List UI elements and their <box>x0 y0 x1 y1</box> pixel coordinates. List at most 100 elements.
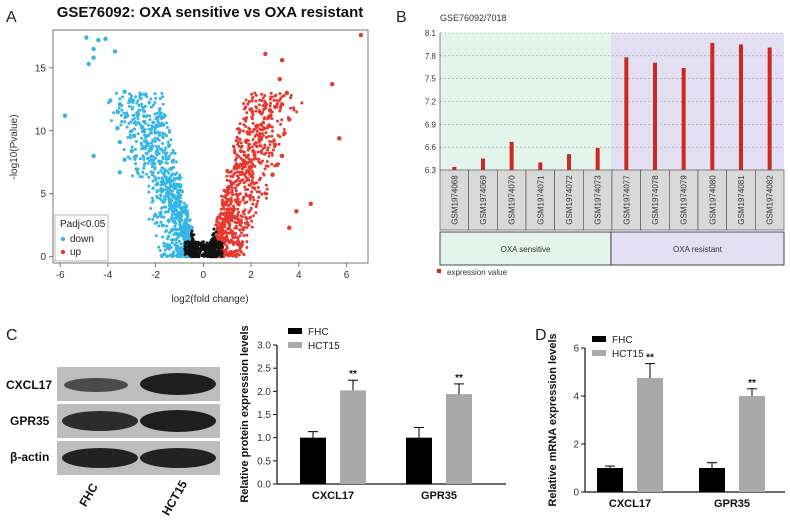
mrna-legend-fhc: FHC <box>612 335 633 346</box>
western-blot: CXCL17 GPR35 β-actin FHC HCT15 <box>6 367 220 518</box>
protein-bar-hct15 <box>446 394 472 484</box>
volcano-cloud-point <box>279 106 283 110</box>
volcano-cloud-point <box>150 165 154 169</box>
volcano-cloud-point <box>172 194 176 198</box>
volcano-cloud-point <box>190 230 194 234</box>
volcano-cloud-point <box>240 227 244 231</box>
expression-bar <box>681 68 686 170</box>
mrna-bar-hct15 <box>739 396 765 492</box>
sample-label-cell <box>726 169 756 231</box>
volcano-cloud-point <box>159 210 163 214</box>
volcano-y-tick-label: 15 <box>35 63 47 74</box>
volcano-cloud-point <box>263 191 267 195</box>
mrna-bars: ** ** <box>597 353 765 492</box>
volcano-cloud-point <box>170 151 174 155</box>
volcano-point-up <box>287 225 292 230</box>
volcano-cloud-point <box>243 139 247 143</box>
sample-label: GSM1974081 <box>737 175 746 225</box>
volcano-cloud-point <box>125 125 129 129</box>
volcano-ns-point <box>190 253 194 257</box>
volcano-cloud-point <box>132 155 136 159</box>
volcano-cloud-point <box>165 210 169 214</box>
volcano-cloud-point <box>162 115 166 119</box>
volcano-cloud-point <box>278 92 282 96</box>
volcano-cloud-point <box>268 143 272 147</box>
volcano-cloud-point <box>240 144 244 148</box>
volcano-cloud-point <box>231 211 235 215</box>
sample-label: GSM1974070 <box>508 175 517 225</box>
volcano-ns-point <box>210 241 214 244</box>
volcano-cloud-point <box>180 255 184 259</box>
protein-bar-fhc <box>406 437 432 484</box>
volcano-cloud-point <box>173 243 177 247</box>
volcano-cloud-point <box>154 183 158 187</box>
volcano-cloud-point <box>157 107 161 111</box>
volcano-cloud-point <box>134 162 138 166</box>
volcano-cloud-point <box>225 174 229 178</box>
volcano-cloud-point <box>234 192 238 196</box>
volcano-cloud-point <box>255 129 259 133</box>
volcano-cloud-point <box>269 91 273 95</box>
volcano-cloud-point <box>265 117 269 121</box>
volcano-cloud-point <box>157 224 161 228</box>
volcano-cloud-point <box>158 110 162 114</box>
volcano-cloud-point <box>138 93 142 97</box>
volcano-cloud-point <box>264 196 268 200</box>
volcano-cloud-point <box>122 111 126 115</box>
volcano-cloud-point <box>165 121 169 125</box>
protein-bars: ** ** <box>300 369 472 484</box>
volcano-cloud-point <box>246 102 250 106</box>
volcano-points <box>62 32 364 230</box>
volcano-cloud-point <box>181 225 185 229</box>
volcano-cloud-point <box>123 120 127 124</box>
sample-label: GSM1974080 <box>708 175 717 225</box>
volcano-cloud-point <box>178 223 182 227</box>
protein-y-tick-label: 2.5 <box>257 364 271 375</box>
volcano-cloud-point <box>182 234 186 238</box>
volcano-x-tick-label: -2 <box>151 270 160 281</box>
expression-bar <box>567 154 571 170</box>
volcano-cloud-point <box>171 189 175 193</box>
volcano-cloud-point <box>168 243 172 247</box>
volcano-cloud-point <box>225 208 229 212</box>
volcano-cloud-point <box>158 97 162 101</box>
volcano-cloud-point <box>235 162 239 166</box>
legend-up-marker <box>60 249 66 255</box>
volcano-cloud-point <box>215 226 219 230</box>
volcano-cloud-point <box>138 122 142 126</box>
volcano-cloud-point <box>231 192 235 196</box>
volcano-cloud-point <box>171 148 175 152</box>
mrna-categories: CXCL17 GPR35 <box>609 498 750 510</box>
protein-y-tick-label: 0.5 <box>257 456 271 467</box>
protein-y-tick-label: 1.5 <box>257 410 271 421</box>
group-box-sensitive <box>439 231 612 266</box>
volcano-point-down <box>129 148 134 154</box>
volcano-cloud-point <box>237 219 241 223</box>
volcano-cloud-point <box>251 113 255 117</box>
volcano-cloud-point <box>164 146 168 150</box>
volcano-cloud-point <box>233 158 237 162</box>
volcano-ns-point <box>198 247 202 250</box>
volcano-legend: Padj<0.05 down up <box>54 214 109 262</box>
volcano-cloud-point <box>250 169 254 173</box>
volcano-ns-point <box>194 240 197 244</box>
volcano-cloud-point <box>223 223 227 227</box>
blot-label-cxcl17: CXCL17 <box>6 378 52 392</box>
volcano-cloud-point <box>242 253 246 257</box>
volcano-cloud-point <box>260 192 264 196</box>
volcano-cloud-point <box>239 156 243 160</box>
volcano-cloud-point <box>266 124 270 128</box>
volcano-cloud-point <box>180 206 184 210</box>
volcano-cloud-point <box>244 192 248 196</box>
volcano-cloud-point <box>233 151 237 155</box>
volcano-cloud-point <box>248 107 252 111</box>
volcano-point-down <box>91 46 96 52</box>
volcano-cloud-point <box>238 137 242 141</box>
volcano-cloud-point <box>151 170 155 174</box>
volcano-cloud-point <box>259 112 263 116</box>
volcano-cloud-point <box>238 122 242 126</box>
volcano-cloud-point <box>145 114 149 118</box>
volcano-cloud-point <box>280 95 284 99</box>
volcano-ns-point <box>211 243 215 247</box>
volcano-cloud-point <box>262 107 266 111</box>
